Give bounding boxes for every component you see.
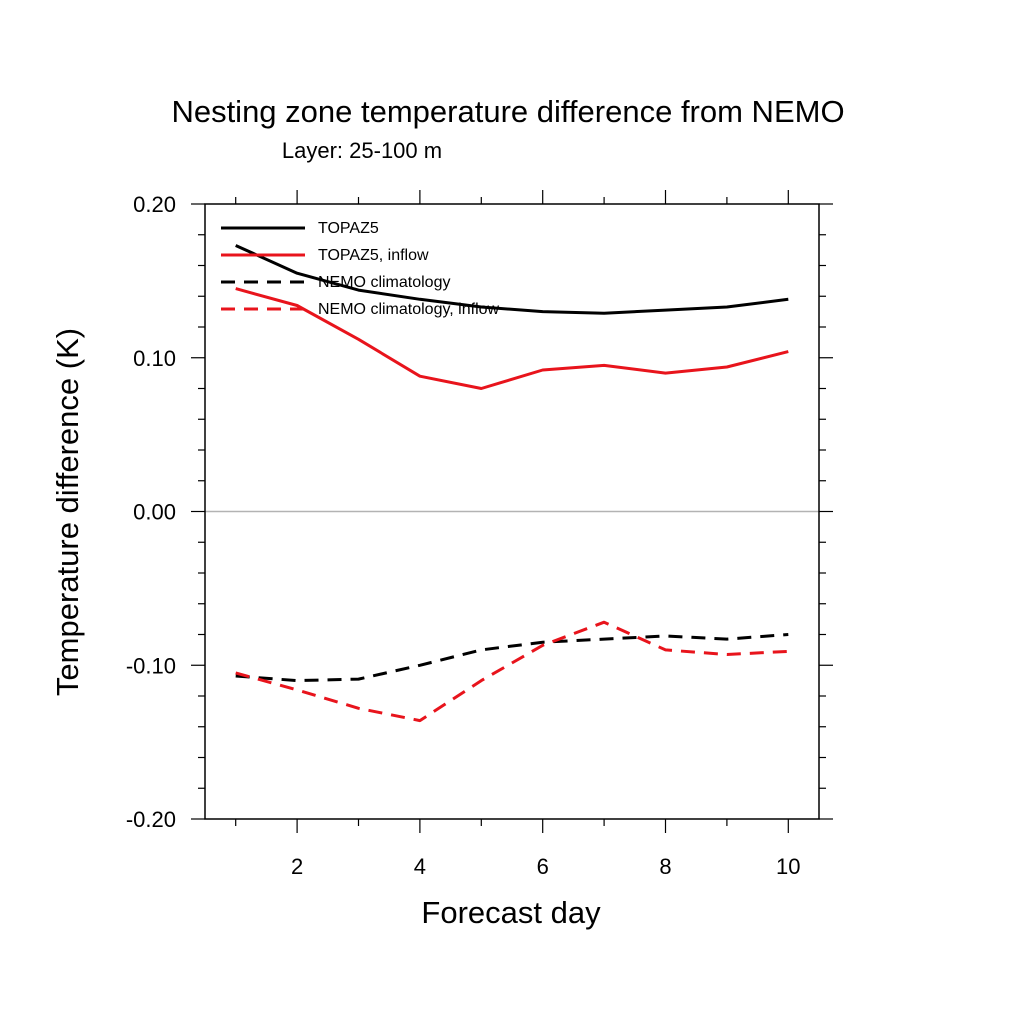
legend-label: TOPAZ5 — [318, 220, 379, 237]
x-tick-label: 10 — [776, 854, 800, 879]
series-line-4 — [235, 620, 789, 723]
chart-subtitle: Layer: 25-100 m — [282, 138, 442, 163]
y-tick-label: 0.10 — [133, 346, 176, 371]
x-axis-label: Forecast day — [421, 895, 601, 930]
legend-label: TOPAZ5, inflow — [318, 247, 429, 264]
series-line-3 — [235, 633, 789, 683]
y-tick-label: 0.20 — [133, 192, 176, 217]
y-axis-label: Temperature difference (K) — [50, 328, 85, 696]
legend: TOPAZ5 TOPAZ5, inflow NEMO climatology NEMO… — [221, 220, 500, 318]
series-line-1 — [235, 244, 789, 315]
y-tick-label: -0.10 — [126, 653, 176, 678]
x-tick-label: 2 — [291, 854, 303, 879]
axis-ticks: 2 4 6 8 10 -0.20 -0.10 0.00 0.10 0.20 — [126, 190, 833, 879]
chart-title: Nesting zone temperature difference from… — [171, 94, 844, 129]
series-group — [235, 244, 789, 723]
x-tick-label: 4 — [414, 854, 426, 879]
legend-label: NEMO climatology — [318, 274, 450, 291]
plot-area: TOPAZ5 TOPAZ5, inflow NEMO climatology NEMO… — [126, 190, 833, 879]
y-tick-label: 0.00 — [133, 500, 176, 525]
x-tick-label: 6 — [537, 854, 549, 879]
y-tick-label: -0.20 — [126, 807, 176, 832]
legend-label: NEMO climatology, inflow — [318, 301, 500, 318]
x-tick-label: 8 — [659, 854, 671, 879]
series-line-2 — [235, 287, 789, 390]
